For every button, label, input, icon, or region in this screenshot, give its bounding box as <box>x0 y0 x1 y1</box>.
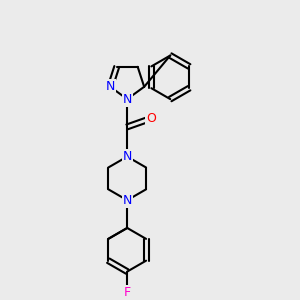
Text: N: N <box>122 194 132 207</box>
Text: N: N <box>106 80 115 93</box>
Text: O: O <box>146 112 156 125</box>
Text: F: F <box>124 286 131 299</box>
Text: N: N <box>122 93 132 106</box>
Text: N: N <box>122 150 132 163</box>
